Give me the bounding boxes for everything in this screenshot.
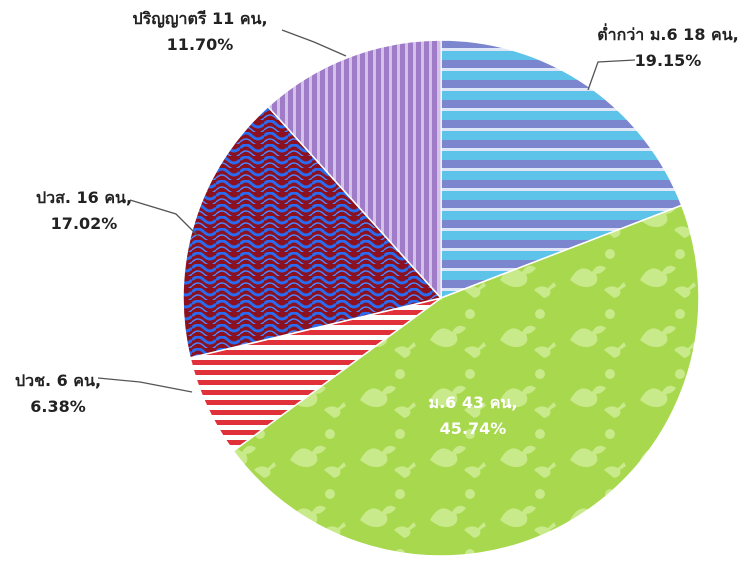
slice-label: ม.6 43 คน, [429, 393, 518, 412]
slice-label: ต่ำกว่า ม.6 18 คน, [597, 23, 738, 44]
slice-label: ปวส. 16 คน, [36, 188, 132, 207]
slice-label: ปวช. 6 คน, [15, 371, 101, 390]
pie-slice [266, 39, 442, 300]
leader-line [97, 377, 193, 393]
slice-percent-label: 19.15% [635, 51, 702, 70]
pie-slice [182, 105, 443, 359]
slice-percent-label: 45.74% [440, 419, 507, 438]
slice-label: ปริญญาตรี 11 คน, [132, 9, 267, 29]
pie-slice [440, 39, 683, 300]
leader-line [129, 199, 199, 237]
leader-line [587, 59, 636, 91]
slice-percent-label: 17.02% [51, 214, 118, 233]
slice-percent-label: 6.38% [30, 397, 86, 416]
pie-slice [232, 204, 700, 557]
slice-percent-label: 11.70% [167, 35, 234, 54]
leader-line [281, 29, 347, 57]
